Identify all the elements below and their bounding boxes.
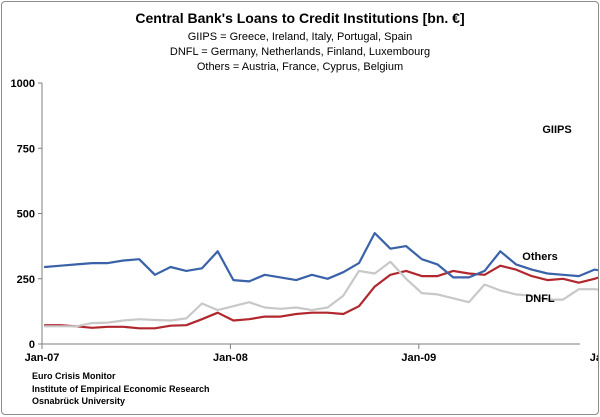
source-line: Institute of Empirical Economic Research	[32, 383, 210, 394]
source-line: Euro Crisis Monitor	[32, 371, 116, 381]
series-label-others: Others	[522, 251, 557, 263]
y-tick-label: 250	[17, 274, 35, 286]
y-tick-label: 0	[29, 339, 35, 351]
series-line-dnfl	[43, 232, 598, 283]
series-label-giips: GIIPS	[542, 124, 571, 136]
axes: 02505007501000Jan-07Jan-08Jan-09Jan-10Ja…	[11, 78, 598, 364]
y-tick-label: 1000	[11, 78, 35, 90]
series-line-others	[43, 260, 598, 328]
y-tick-label: 500	[17, 209, 35, 221]
source-line: Osnabrück University	[32, 396, 126, 406]
x-tick-label: Jan-10	[590, 352, 598, 364]
series-line-giips	[43, 264, 598, 330]
subtitle-dnfl: DNFL = Germany, Netherlands, Finland, Lu…	[169, 46, 431, 58]
source-note: Euro Crisis Monitor Institute of Empiric…	[32, 370, 210, 408]
x-tick-label: Jan-08	[213, 352, 248, 364]
chart-title: Central Bank's Loans to Credit Instituti…	[135, 10, 465, 26]
y-tick-label: 750	[17, 143, 35, 155]
series-label-dnfl: DNFL	[525, 293, 555, 305]
subtitle-others: Others = Austria, France, Cyprus, Belgiu…	[196, 61, 404, 73]
subtitle-giips: GIIPS = Greece, Ireland, Italy, Portugal…	[187, 31, 413, 43]
x-tick-label: Jan-07	[25, 352, 60, 364]
series-layer	[43, 232, 598, 330]
series-labels: GIIPS Others DNFL	[522, 124, 571, 305]
x-tick-label: Jan-09	[401, 352, 436, 364]
